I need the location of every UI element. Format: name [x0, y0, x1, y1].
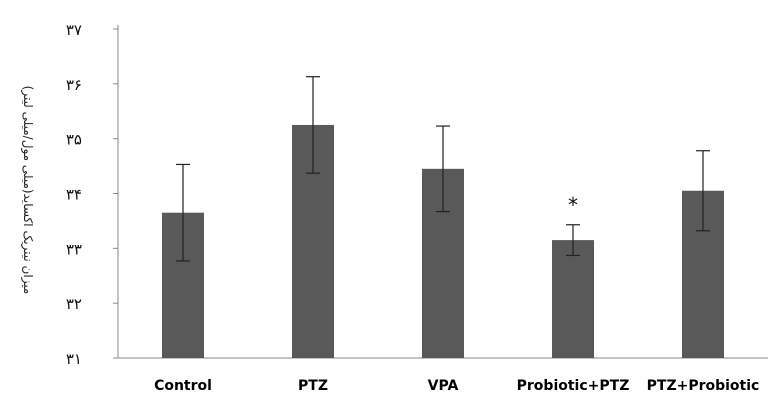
bar — [552, 240, 594, 358]
y-axis-label-group: میزان نیتریک اکساید(میلی مول/میلی لیتر) — [20, 86, 35, 295]
y-tick-label: ۳۷ — [66, 21, 82, 39]
x-tick-label: VPA — [428, 378, 459, 394]
y-axis-label: میزان نیتریک اکساید(میلی مول/میلی لیتر) — [20, 86, 35, 295]
x-tick-label: PTZ+Probiotic — [647, 378, 760, 394]
y-tick-label: ۳۲ — [66, 295, 82, 313]
x-tick-labels: Control PTZ VPA Probiotic+PTZ PTZ+Probiotic — [154, 378, 759, 394]
x-tick-label: PTZ — [298, 378, 328, 394]
y-tick-label: ۳۵ — [66, 131, 82, 149]
x-tick-label: Control — [154, 378, 212, 394]
significance-marker: * — [568, 193, 578, 217]
y-ticks: ۳۱ ۳۲ ۳۳ ۳۴ ۳۵ ۳۶ ۳۷ — [66, 21, 118, 368]
y-tick-label: ۳۱ — [66, 350, 82, 368]
y-tick-label: ۳۶ — [66, 76, 82, 94]
x-tick-label: Probiotic+PTZ — [517, 378, 630, 394]
y-tick-label: ۳۳ — [66, 240, 82, 258]
error-bars — [176, 76, 710, 262]
annotations: * — [568, 193, 578, 217]
y-tick-label: ۳۴ — [66, 186, 82, 204]
